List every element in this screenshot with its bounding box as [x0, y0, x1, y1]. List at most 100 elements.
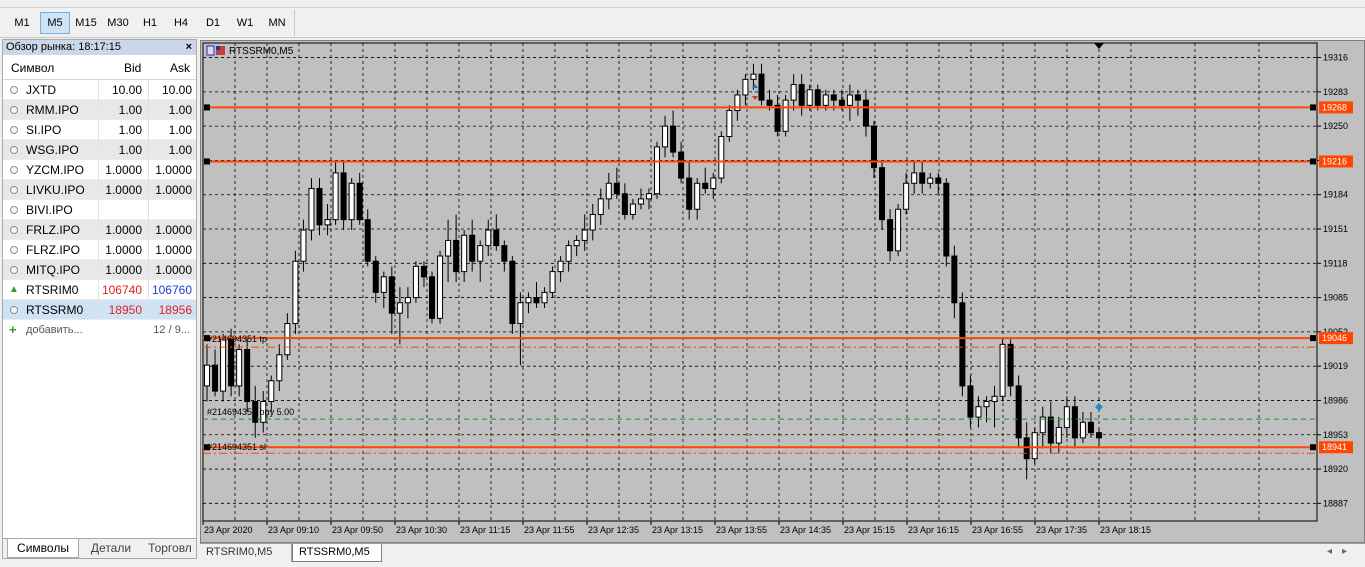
- symbol-row[interactable]: JXTD 10.00 10.00: [3, 80, 196, 100]
- tab-trading[interactable]: Торговл: [148, 541, 192, 555]
- chart-window[interactable]: 1931619283192501921719184191511911819085…: [200, 40, 1365, 543]
- x-tick-label: 23 Apr 09:10: [268, 525, 319, 535]
- price-level-label: 19046: [1322, 333, 1347, 343]
- column-header-bid[interactable]: Bid: [124, 61, 142, 75]
- candle-bull: [236, 349, 243, 387]
- level-handle-right[interactable]: [1310, 335, 1316, 342]
- price-chart[interactable]: 1931619283192501921719184191511911819085…: [201, 41, 1364, 542]
- symbol-row[interactable]: SI.IPO 1.00 1.00: [3, 120, 196, 140]
- candle-bull: [485, 229, 492, 247]
- symbol-row[interactable]: FLRZ.IPO 1.0000 1.0000: [3, 240, 196, 260]
- level-handle-left[interactable]: [204, 444, 210, 451]
- candle-bear: [854, 94, 861, 101]
- y-tick-label: 18953: [1323, 430, 1348, 440]
- candle-bull: [541, 291, 548, 304]
- candle-bear: [1023, 437, 1030, 460]
- chart-shift-marker-icon[interactable]: [1094, 43, 1104, 49]
- timeframe-button-m30[interactable]: M30: [107, 17, 129, 29]
- tab-symbols[interactable]: Символы: [7, 539, 79, 558]
- market-watch-header: Символ Bid Ask: [3, 55, 196, 80]
- level-handle-left[interactable]: [204, 335, 210, 342]
- symbol-row[interactable]: YZCM.IPO 1.0000 1.0000: [3, 160, 196, 180]
- timeframe-button-d1[interactable]: D1: [205, 17, 221, 29]
- candle-bull: [581, 229, 588, 241]
- candle-bull: [983, 401, 990, 408]
- timeframe-button-h1[interactable]: H1: [142, 17, 158, 29]
- candle-bear: [252, 401, 259, 423]
- level-handle-right[interactable]: [1310, 444, 1316, 451]
- timeframe-button-m5[interactable]: M5: [40, 12, 70, 34]
- timeframe-button-h4[interactable]: H4: [173, 17, 189, 29]
- chart-tab-rtsrim0[interactable]: RTSRIM0,M5: [200, 544, 292, 562]
- chart-tabs-bar: RTSRIM0,M5 RTSSRM0,M5 ◂▸: [200, 543, 1365, 562]
- candle-bull: [1063, 406, 1070, 428]
- level-handle-left[interactable]: [204, 104, 210, 111]
- price-level-tag: [1319, 155, 1353, 168]
- candle-bear: [244, 349, 251, 403]
- y-tick-label: 19283: [1323, 87, 1348, 97]
- symbol-name: YZCM.IPO: [26, 163, 85, 177]
- level-handle-right[interactable]: [1310, 158, 1316, 165]
- column-header-symbol[interactable]: Символ: [11, 61, 55, 75]
- column-divider: [148, 80, 149, 100]
- timeframe-button-m1[interactable]: M1: [14, 17, 30, 29]
- candle-bull: [324, 219, 331, 226]
- ask-value: 10.00: [161, 83, 192, 97]
- column-divider: [98, 120, 99, 140]
- symbol-row[interactable]: LIVKU.IPO 1.0000 1.0000: [3, 180, 196, 200]
- candle-bear: [1071, 406, 1078, 439]
- candle-bear: [621, 193, 628, 215]
- candle-bear: [766, 99, 773, 106]
- candle-bull: [710, 177, 717, 189]
- symbol-row[interactable]: MITQ.IPO 1.0000 1.0000: [3, 260, 196, 280]
- tab-scroll-arrows[interactable]: ◂▸: [1326, 546, 1357, 557]
- candle-bear: [1087, 421, 1094, 434]
- candle-bear: [814, 89, 821, 106]
- tab-details[interactable]: Детали: [90, 541, 132, 555]
- timeframe-button-w1[interactable]: W1: [236, 17, 254, 29]
- add-symbol-row[interactable]: + добавить... 12 / 9...: [3, 320, 196, 340]
- candle-bull: [276, 354, 283, 382]
- symbol-row[interactable]: RTSSRM0 18950 18956: [3, 300, 196, 320]
- close-icon[interactable]: ×: [185, 41, 192, 53]
- candle-bear: [364, 219, 371, 262]
- candle-bull: [911, 172, 918, 184]
- timeframe-button-mn[interactable]: MN: [268, 17, 286, 29]
- symbol-row[interactable]: FRLZ.IPO 1.0000 1.0000: [3, 220, 196, 240]
- candle-bear: [501, 245, 508, 262]
- y-tick-label: 19250: [1323, 121, 1348, 131]
- dot-icon: [10, 86, 18, 94]
- plot-area[interactable]: [202, 42, 1318, 522]
- candle-bull: [461, 234, 468, 273]
- candle-bear: [316, 187, 323, 226]
- column-header-ask[interactable]: Ask: [170, 61, 191, 75]
- status-strip: [0, 562, 1365, 567]
- level-handle-right[interactable]: [1310, 104, 1316, 111]
- x-tick-label: 23 Apr 15:15: [844, 525, 895, 535]
- candle-bull: [975, 406, 982, 418]
- symbol-row[interactable]: ▲ RTSRIM0 106740 106760: [3, 280, 196, 300]
- symbol-row[interactable]: WSG.IPO 1.00 1.00: [3, 140, 196, 160]
- chart-tab-rtssrm0[interactable]: RTSSRM0,M5: [292, 544, 382, 562]
- symbol-row[interactable]: RMM.IPO 1.00 1.00: [3, 100, 196, 120]
- column-divider: [148, 180, 149, 200]
- bid-value: 1.00: [118, 143, 142, 157]
- x-tick-label: 23 Apr 17:35: [1036, 525, 1087, 535]
- candle-bear: [356, 182, 363, 221]
- candle-bear: [1015, 385, 1022, 439]
- candle-bull: [220, 338, 227, 392]
- level-handle-left[interactable]: [204, 158, 210, 165]
- ask-value: 106760: [151, 283, 192, 297]
- buy-arrow-icon: [752, 84, 758, 88]
- candle-bear: [509, 260, 516, 325]
- y-tick-label: 19085: [1323, 293, 1348, 303]
- candle-bull: [557, 260, 564, 273]
- candle-bull: [637, 198, 644, 205]
- symbol-name: RTSSRM0: [26, 303, 84, 317]
- price-level-tag: [1319, 441, 1353, 454]
- sell-arrow-icon: [752, 96, 758, 100]
- symbol-row[interactable]: BIVI.IPO: [3, 200, 196, 220]
- candle-bull: [822, 94, 829, 106]
- timeframe-button-m15[interactable]: M15: [75, 17, 97, 29]
- dot-icon: [10, 166, 18, 174]
